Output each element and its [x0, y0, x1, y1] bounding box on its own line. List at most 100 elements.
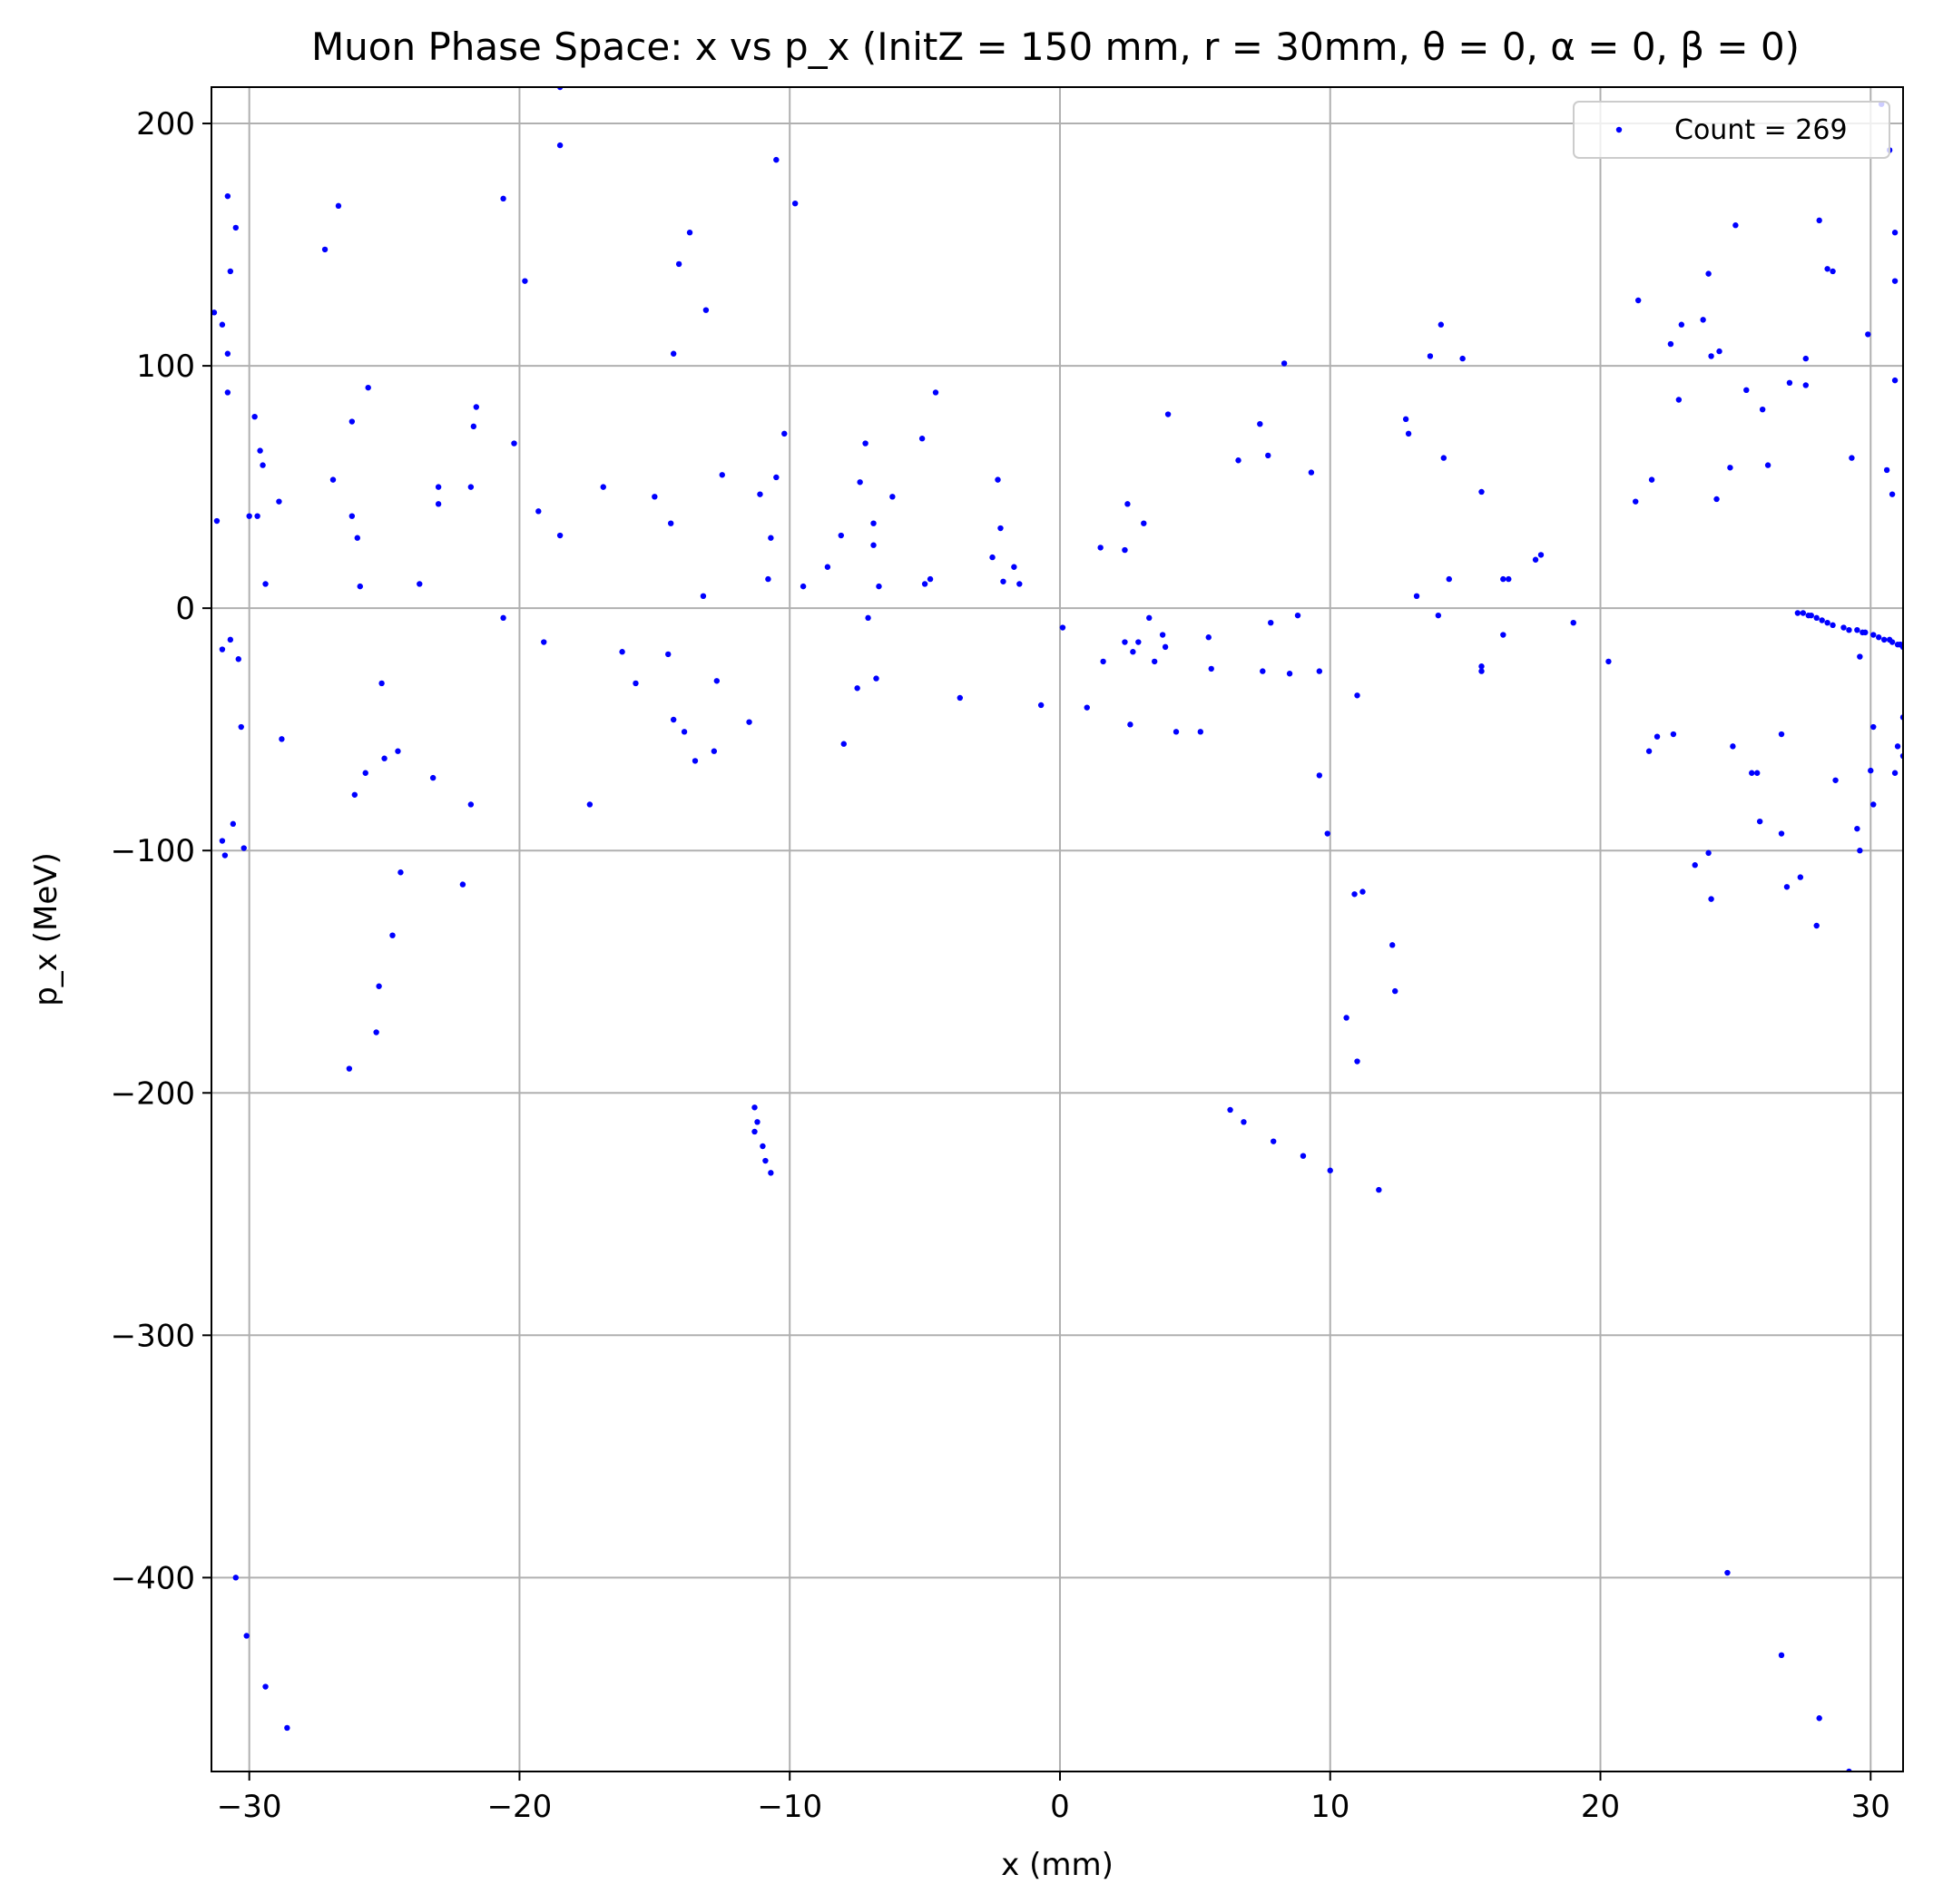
- data-point: [1813, 922, 1820, 929]
- legend-box: [1573, 101, 1890, 159]
- data-point: [1011, 564, 1017, 570]
- data-point: [1122, 639, 1128, 645]
- data-point: [230, 820, 237, 828]
- data-point: [1675, 397, 1683, 403]
- data-point: [1402, 416, 1409, 423]
- data-point: [1645, 748, 1653, 754]
- data-point: [1316, 668, 1323, 674]
- data-point: [768, 1170, 774, 1176]
- data-point: [365, 384, 371, 391]
- data-point: [746, 719, 752, 725]
- data-point: [1891, 770, 1899, 776]
- data-point: [768, 535, 774, 541]
- data-point: [921, 581, 928, 587]
- data-point: [1000, 578, 1006, 584]
- data-point: [702, 307, 710, 313]
- data-point: [362, 770, 368, 776]
- data-point: [219, 646, 226, 653]
- y-axis-label: p_x (MeV): [28, 852, 64, 1006]
- data-point: [1162, 643, 1169, 651]
- data-point: [435, 484, 442, 490]
- data-point: [227, 268, 234, 275]
- data-point: [1865, 331, 1871, 338]
- data-point: [1435, 612, 1442, 619]
- data-point: [711, 748, 718, 754]
- data-point: [541, 639, 547, 645]
- data-point: [1891, 278, 1899, 284]
- data-point: [1265, 452, 1271, 459]
- data-point: [1716, 348, 1722, 355]
- data-point: [1343, 1015, 1349, 1021]
- data-point: [757, 491, 763, 497]
- data-point: [1870, 801, 1877, 808]
- data-point: [1648, 476, 1655, 483]
- data-point: [1605, 658, 1612, 665]
- data-point: [754, 1119, 761, 1125]
- x-tick-label: 30: [1851, 1789, 1890, 1825]
- data-point: [435, 501, 442, 507]
- data-point: [1500, 575, 1506, 583]
- data-point: [511, 440, 517, 447]
- data-point: [473, 404, 480, 410]
- data-point: [997, 525, 1004, 532]
- data-point: [1824, 619, 1830, 626]
- data-point: [1351, 891, 1358, 898]
- data-point: [213, 517, 221, 525]
- data-point: [262, 581, 269, 587]
- data-point: [1870, 723, 1877, 731]
- data-point: [1141, 520, 1147, 526]
- data-point: [1783, 884, 1791, 890]
- data-point: [1759, 406, 1766, 413]
- data-point: [1130, 649, 1136, 655]
- data-point: [1208, 665, 1214, 672]
- data-point: [1819, 617, 1825, 623]
- data-point: [329, 476, 337, 483]
- y-tick-label: −400: [111, 1560, 195, 1596]
- data-point: [838, 532, 844, 539]
- data-point: [1446, 575, 1452, 583]
- data-point: [1705, 270, 1712, 277]
- data-point: [781, 430, 788, 437]
- data-point: [1281, 360, 1288, 367]
- data-point: [1570, 619, 1576, 626]
- data-point: [321, 246, 329, 253]
- data-point: [1405, 430, 1412, 437]
- data-point: [467, 484, 475, 490]
- data-point: [378, 680, 385, 687]
- data-point: [1816, 1715, 1822, 1722]
- data-point: [1724, 1569, 1731, 1576]
- data-point: [1794, 610, 1801, 616]
- data-point: [1808, 612, 1814, 619]
- data-point: [1354, 692, 1360, 699]
- x-tick-label: 10: [1310, 1789, 1349, 1825]
- data-point: [1459, 355, 1466, 362]
- data-point: [1241, 1119, 1247, 1125]
- data-point: [219, 321, 226, 328]
- data-point: [1354, 1058, 1360, 1065]
- data-point: [957, 694, 964, 702]
- data-point: [1862, 629, 1869, 636]
- plot-frame: [211, 86, 1904, 1772]
- data-point: [1124, 501, 1131, 507]
- data-point: [1764, 462, 1771, 468]
- data-point: [1205, 634, 1212, 641]
- data-point: [1059, 624, 1066, 631]
- data-point: [1857, 848, 1863, 854]
- data-point: [224, 350, 231, 357]
- data-point: [1300, 1153, 1307, 1159]
- data-point: [1830, 268, 1836, 275]
- data-point: [1868, 767, 1874, 774]
- data-point: [535, 508, 542, 515]
- data-point: [211, 309, 218, 316]
- data-point: [1802, 355, 1810, 362]
- data-point: [1830, 622, 1836, 629]
- data-point: [224, 389, 231, 396]
- data-point: [1327, 1167, 1333, 1173]
- data-point: [1730, 743, 1736, 750]
- data-point: [1891, 230, 1899, 236]
- data-point: [1713, 496, 1720, 503]
- data-point: [1146, 614, 1153, 622]
- data-point: [791, 200, 799, 207]
- data-point: [652, 494, 658, 500]
- data-point: [681, 729, 688, 735]
